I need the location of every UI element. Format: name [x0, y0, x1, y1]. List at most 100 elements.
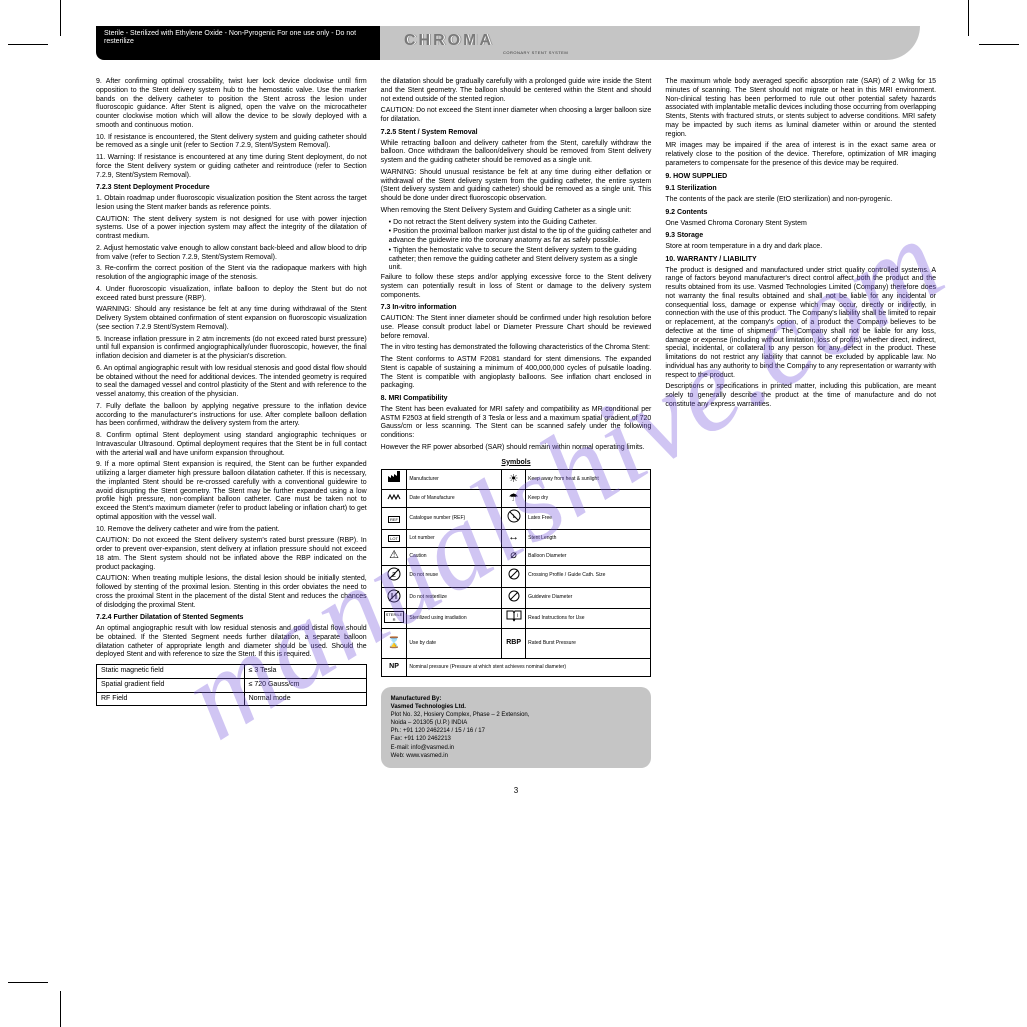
- guidewire-icon: [502, 587, 526, 609]
- section-heading: 7.2.3 Stent Deployment Procedure: [96, 184, 367, 193]
- table-cell: Balloon Diameter: [526, 547, 651, 565]
- brand-logo: CHROMA: [404, 32, 494, 50]
- table-cell: Use by date: [407, 629, 502, 659]
- body-text: An optimal angiographic result with low …: [96, 625, 367, 660]
- body-text: The Stent has been evaluated for MRI saf…: [381, 406, 652, 441]
- crop-mark: [60, 991, 61, 1027]
- section-heading: 10. WARRANTY / LIABILITY: [665, 256, 936, 265]
- lot-icon: LOT: [381, 529, 407, 547]
- table-cell: Catalogue number (REF): [407, 508, 502, 530]
- table-row: Manufacturer ☀ Keep away from heat & sun…: [381, 470, 651, 490]
- crop-mark: [979, 44, 1019, 45]
- section-heading: 9.2 Contents: [665, 209, 936, 218]
- symbols-heading: Symbols: [381, 459, 652, 468]
- np-icon: NP: [381, 659, 407, 677]
- web-label: Web:: [391, 753, 407, 759]
- phone-line: Ph.: +91 120 2462214 / 15 / 16 / 17: [391, 728, 485, 734]
- table-row: ⌛ Use by date RBP Rated Burst Pressure: [381, 629, 651, 659]
- umbrella-icon: ☂: [502, 490, 526, 508]
- rbp-icon: RBP: [502, 629, 526, 659]
- table-row: Date of Manufacture ☂ Keep dry: [381, 490, 651, 508]
- section-heading: 7.2.5 Stent / System Removal: [381, 129, 652, 138]
- table-row: REF Catalogue number (REF) L Latex Free: [381, 508, 651, 530]
- body-text: The product is designed and manufactured…: [665, 267, 936, 381]
- table-cell: Normal mode: [244, 692, 366, 706]
- table-row: Static magnetic field ≤ 3 Tesla: [97, 665, 367, 679]
- table-cell: Caution: [407, 547, 502, 565]
- body-text: The maximum whole body averaged specific…: [665, 78, 936, 139]
- list-item: Do not retract the Stent delivery system…: [389, 219, 652, 228]
- company-name: Vasmed Technologies Ltd.: [391, 704, 466, 710]
- fax-line: Fax: +91 120 2462213: [391, 736, 451, 742]
- caution-icon: ⚠: [381, 547, 407, 565]
- body-text: The contents of the pack are sterile (Et…: [665, 196, 936, 205]
- ifu-icon: i: [502, 609, 526, 629]
- sterile-icon: STERILE R: [381, 609, 407, 629]
- body-text: One Vasmed Chroma Coronary Stent System: [665, 220, 936, 229]
- body-text: 7. Fully deflate the balloon by applying…: [96, 403, 367, 429]
- crop-mark: [60, 0, 61, 36]
- address-line: Noida – 201305 (U.P.) INDIA: [391, 720, 468, 726]
- body-text: 9. After confirming optimal crossability…: [96, 78, 367, 131]
- body-text: 9. If a more optimal Stent expansion is …: [96, 461, 367, 522]
- caution-text: CAUTION: Do not exceed the Stent inner d…: [381, 107, 652, 125]
- svg-text:L: L: [512, 514, 515, 520]
- body-text: Failure to follow these steps and/or app…: [381, 274, 652, 300]
- no-reuse-icon: 2: [381, 565, 407, 587]
- address-line: Plot No. 32, Hosiery Complex, Phase – 2 …: [391, 712, 530, 718]
- table-row: LOT Lot number ↔ Stent Length: [381, 529, 651, 547]
- body-text: 10. If resistance is encountered, the St…: [96, 134, 367, 152]
- web-value: www.vasmed.in: [406, 753, 448, 759]
- table-cell: ≤ 720 Gauss/cm: [244, 678, 366, 692]
- body-text: MR images may be impaired if the area of…: [665, 142, 936, 168]
- latex-free-icon: L: [502, 508, 526, 530]
- table-cell: Date of Manufacture: [407, 490, 502, 508]
- section-heading: 9.1 Sterilization: [665, 185, 936, 194]
- caution-text: CAUTION: When treating multiple lesions,…: [96, 575, 367, 610]
- symbols-table: Manufacturer ☀ Keep away from heat & sun…: [381, 469, 652, 677]
- table-row: Spatial gradient field ≤ 720 Gauss/cm: [97, 678, 367, 692]
- caution-text: CAUTION: Do not exceed the Stent deliver…: [96, 537, 367, 572]
- table-cell: Lot number: [407, 529, 502, 547]
- table-cell: Static magnetic field: [97, 665, 245, 679]
- body-text: 11. Warning: If resistance is encountere…: [96, 154, 367, 180]
- table-cell: Sterilized using irradiation: [407, 609, 502, 629]
- profile-icon: [502, 565, 526, 587]
- table-cell: Do not reuse: [407, 565, 502, 587]
- table-row: NP Nominal pressure (Pressure at which s…: [381, 659, 651, 677]
- crop-mark: [8, 44, 48, 45]
- hourglass-icon: ⌛: [381, 629, 407, 659]
- table-cell: Read Instructions for Use: [526, 609, 651, 629]
- body-text: 8. Confirm optimal Stent deployment usin…: [96, 432, 367, 458]
- section-heading: 7.2.4 Further Dilatation of Stented Segm…: [96, 614, 367, 623]
- table-row: 2 Do not reuse Crossing Profile / Guide …: [381, 565, 651, 587]
- body-text: Store at room temperature in a dry and d…: [665, 243, 936, 252]
- section-heading: 9.3 Storage: [665, 232, 936, 241]
- body-text: However the RF power absorbed (SAR) shou…: [381, 444, 652, 453]
- list-item: Position the proximal balloon marker jus…: [389, 228, 652, 246]
- body-text: 5. Increase inflation pressure in 2 atm …: [96, 336, 367, 362]
- factory-icon: [381, 470, 407, 490]
- header-black-box: Sterile - Sterilized with Ethylene Oxide…: [96, 26, 380, 60]
- page-number: 3: [96, 786, 936, 795]
- body-text: 2. Adjust hemostatic valve enough to all…: [96, 245, 367, 263]
- body-text: 6. An optimal angiographic result with l…: [96, 365, 367, 400]
- table-cell: Stent Length: [526, 529, 651, 547]
- caution-text: CAUTION: The stent delivery system is no…: [96, 216, 367, 242]
- column-3: The maximum whole body averaged specific…: [665, 78, 936, 768]
- warning-text: WARNING: Should unusual resistance be fe…: [381, 169, 652, 204]
- column-1: 9. After confirming optimal crossability…: [96, 78, 367, 768]
- caution-text: CAUTION: The Stent inner diameter should…: [381, 315, 652, 341]
- table-cell: ≤ 3 Tesla: [244, 665, 366, 679]
- table-cell: Keep dry: [526, 490, 651, 508]
- body-text: 1. Obtain roadmap under fluoroscopic vis…: [96, 195, 367, 213]
- page-header: Sterile - Sterilized with Ethylene Oxide…: [96, 26, 936, 60]
- body-text: While retracting balloon and delivery ca…: [381, 140, 652, 166]
- table-cell: Nominal pressure (Pressure at which sten…: [407, 659, 651, 677]
- body-text: the dilatation should be gradually caref…: [381, 78, 652, 104]
- ref-icon: REF: [381, 508, 407, 530]
- manufacture-date-icon: [381, 490, 407, 508]
- table-cell: Rated Burst Pressure: [526, 629, 651, 659]
- diameter-icon: ⌀: [502, 547, 526, 565]
- column-2: the dilatation should be gradually caref…: [381, 78, 652, 768]
